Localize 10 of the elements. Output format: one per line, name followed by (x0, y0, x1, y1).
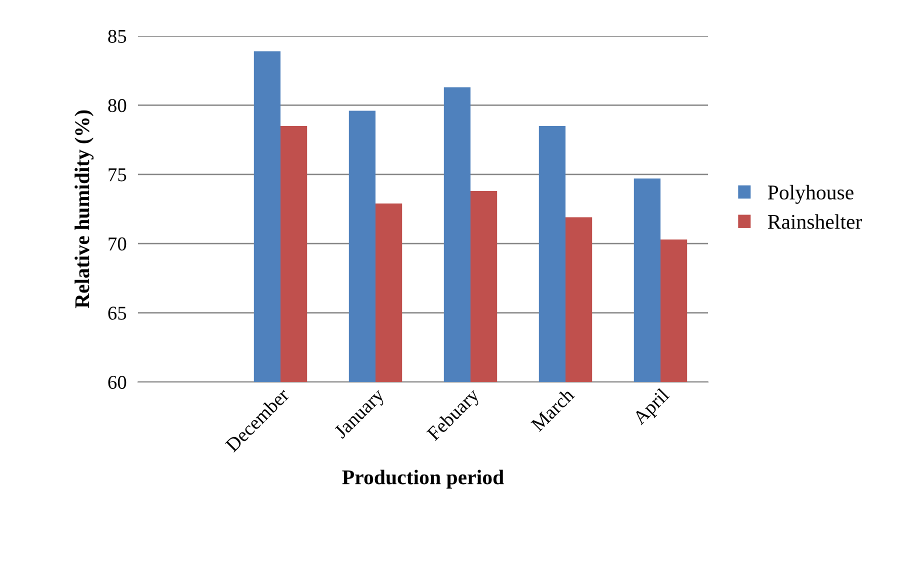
y-tick-label: 60 (108, 376, 126, 389)
legend-label: Rainshelter (768, 214, 862, 229)
legend-label: Polyhouse (768, 184, 854, 204)
y-tick-label: 75 (108, 168, 126, 182)
y-tick-label: 70 (108, 237, 126, 251)
x-axis-title: Production period (342, 470, 504, 489)
y-tick-label: 85 (108, 30, 126, 43)
y-tick-label: 80 (108, 99, 126, 112)
y-axis-title: Relative humidity (%) (74, 110, 94, 308)
y-tick-label: 65 (108, 306, 126, 320)
